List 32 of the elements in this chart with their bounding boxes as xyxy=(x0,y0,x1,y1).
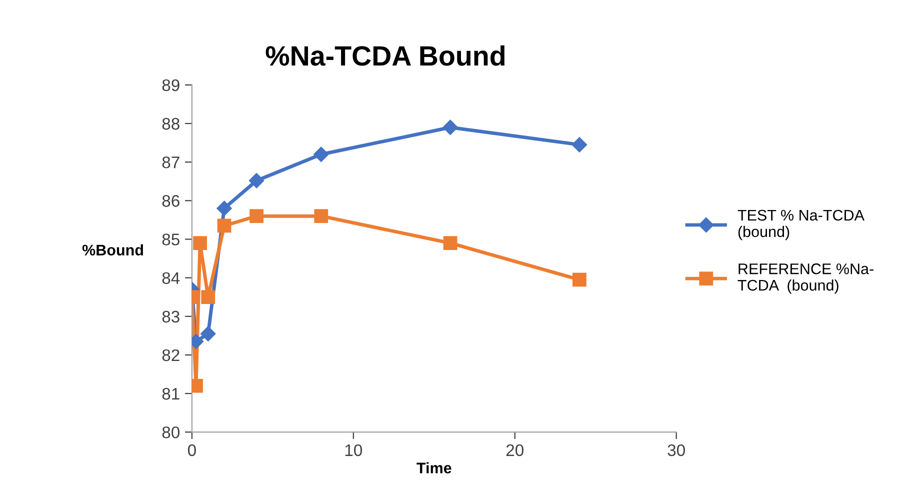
point xyxy=(216,200,232,216)
point xyxy=(193,236,207,250)
point xyxy=(572,137,588,152)
x-tick-label: 0 xyxy=(188,444,196,456)
y-tick-label: 88 xyxy=(162,118,180,130)
x-tick-label: 30 xyxy=(668,444,685,456)
point xyxy=(443,236,458,250)
point xyxy=(572,272,586,287)
point xyxy=(314,209,328,224)
x-tick-label: 10 xyxy=(345,444,362,456)
y-tick-label: 83 xyxy=(162,310,180,323)
y-axis-title: %Bound xyxy=(82,244,143,256)
legend-label: TEST % Na-TCDA (bound) xyxy=(738,210,864,240)
y-tick-label: 86 xyxy=(162,195,180,207)
chart-title: %Na-TCDA Bound xyxy=(266,45,504,66)
y-tick-label: 89 xyxy=(162,79,180,92)
y-tick-label: 85 xyxy=(162,234,180,246)
legend-label: REFERENCE %Na-TCDA (bound) xyxy=(738,263,874,294)
x-tick-label: 20 xyxy=(506,444,524,456)
point xyxy=(248,173,264,188)
y-tick-label: 84 xyxy=(162,272,180,284)
y-tick-label: 81 xyxy=(162,388,180,400)
x-axis-title: Time xyxy=(416,462,452,474)
y-tick-label: 80 xyxy=(162,426,180,438)
y-tick-label: 87 xyxy=(162,156,180,168)
point xyxy=(250,209,264,224)
point xyxy=(314,146,329,162)
point xyxy=(201,290,216,304)
point xyxy=(442,120,458,135)
point xyxy=(200,326,216,342)
point xyxy=(217,218,232,233)
y-tick-label: 82 xyxy=(162,349,180,362)
